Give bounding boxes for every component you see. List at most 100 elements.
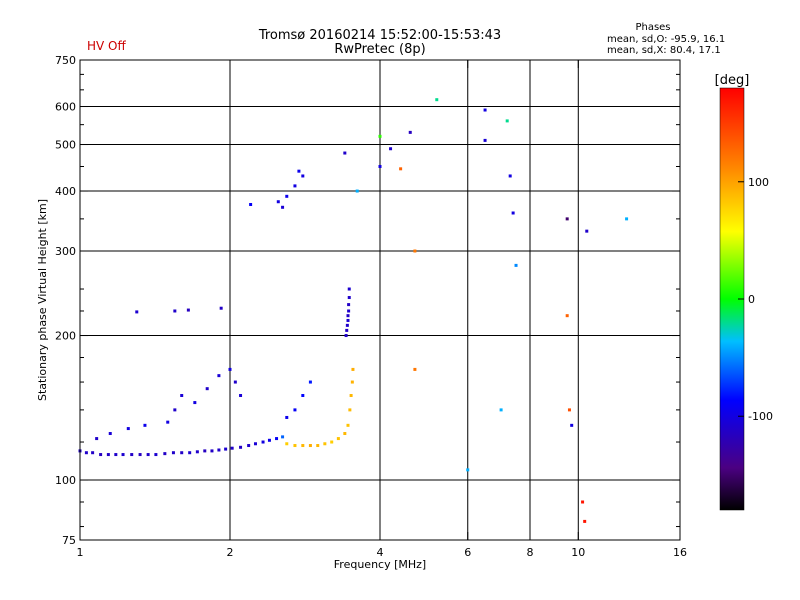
data-point bbox=[276, 200, 280, 204]
data-point bbox=[166, 420, 170, 424]
data-point bbox=[186, 308, 190, 312]
x-tick-label: 4 bbox=[377, 546, 384, 559]
data-point bbox=[301, 174, 305, 178]
data-point bbox=[230, 446, 234, 450]
data-point bbox=[349, 394, 353, 398]
data-point bbox=[347, 296, 351, 300]
data-point bbox=[585, 229, 589, 233]
data-point bbox=[203, 449, 207, 453]
data-point bbox=[330, 440, 334, 444]
colorbar-tick-label: -100 bbox=[748, 410, 773, 423]
data-point bbox=[378, 134, 382, 138]
colorbar-tick-label: 100 bbox=[748, 176, 769, 189]
data-point bbox=[583, 519, 587, 523]
data-point bbox=[154, 453, 158, 457]
data-point bbox=[505, 119, 509, 123]
data-point bbox=[261, 440, 265, 444]
data-point bbox=[308, 380, 312, 384]
data-point bbox=[499, 408, 503, 412]
colorbar-label: [deg] bbox=[715, 73, 750, 88]
data-point bbox=[348, 408, 352, 412]
data-point bbox=[483, 108, 487, 112]
phases-heading: Phases bbox=[635, 22, 670, 33]
data-point bbox=[413, 367, 417, 371]
data-point bbox=[228, 367, 232, 371]
data-point bbox=[565, 314, 569, 318]
colorbar-tick-label: 0 bbox=[748, 293, 755, 306]
data-point bbox=[344, 334, 348, 338]
data-point bbox=[625, 217, 629, 221]
data-point bbox=[336, 437, 340, 441]
data-point bbox=[253, 442, 257, 446]
data-point bbox=[345, 328, 349, 332]
y-tick-label: 300 bbox=[55, 245, 76, 258]
data-point bbox=[217, 448, 221, 452]
data-point bbox=[346, 314, 350, 318]
hv-status: HV Off bbox=[87, 39, 126, 53]
x-tick-label: 16 bbox=[673, 546, 687, 559]
y-tick-label: 400 bbox=[55, 185, 76, 198]
colorbar-ticks: 100 0 -100 bbox=[738, 176, 773, 423]
data-point bbox=[217, 374, 221, 378]
data-point bbox=[581, 500, 585, 504]
data-point bbox=[347, 287, 351, 291]
chart-title-line2: RwPretec (8p) bbox=[334, 42, 425, 57]
data-point bbox=[130, 453, 134, 457]
data-point bbox=[285, 442, 289, 446]
data-point bbox=[466, 468, 470, 472]
data-point bbox=[95, 437, 99, 441]
data-point bbox=[355, 189, 359, 193]
data-point bbox=[567, 408, 571, 412]
data-point bbox=[106, 453, 110, 457]
data-point bbox=[188, 451, 192, 455]
plot-frame bbox=[79, 59, 681, 541]
data-point bbox=[224, 447, 228, 451]
data-point bbox=[408, 130, 412, 134]
data-point bbox=[343, 151, 347, 155]
data-point bbox=[293, 444, 297, 448]
data-point bbox=[301, 394, 305, 398]
y-tick-label: 100 bbox=[55, 474, 76, 487]
data-point bbox=[91, 451, 95, 455]
data-point bbox=[210, 449, 214, 453]
x-tick-label: 8 bbox=[527, 546, 534, 559]
data-point bbox=[233, 380, 237, 384]
data-point bbox=[511, 211, 515, 215]
y-tick-label: 500 bbox=[55, 139, 76, 152]
data-point bbox=[195, 450, 199, 454]
data-point bbox=[171, 451, 175, 455]
data-point bbox=[285, 194, 289, 198]
data-point bbox=[99, 453, 103, 457]
data-point bbox=[146, 453, 150, 457]
data-point bbox=[173, 408, 177, 412]
data-point bbox=[249, 202, 253, 206]
data-point bbox=[281, 205, 285, 209]
data-point bbox=[281, 435, 285, 439]
data-point bbox=[316, 444, 320, 448]
data-point bbox=[163, 452, 167, 456]
data-point bbox=[347, 303, 351, 307]
data-point bbox=[351, 367, 355, 371]
data-point bbox=[350, 380, 354, 384]
data-point bbox=[570, 423, 574, 427]
data-point bbox=[343, 432, 347, 436]
data-point bbox=[205, 387, 209, 391]
axis-ticks: 1 2 4 6 8 10 16 75 100 200 300 400 500 600 750 bbox=[55, 54, 687, 559]
x-axis-label: Frequency [MHz] bbox=[334, 558, 426, 571]
y-axis-label: Stationary phase Virtual Height [km] bbox=[36, 199, 49, 401]
data-point bbox=[180, 394, 184, 398]
data-point bbox=[108, 432, 112, 436]
data-point bbox=[126, 427, 130, 431]
data-point bbox=[239, 394, 243, 398]
x-tick-label: 10 bbox=[571, 546, 585, 559]
data-point bbox=[323, 442, 327, 446]
data-point bbox=[173, 309, 177, 313]
data-point bbox=[293, 408, 297, 412]
y-tick-label: 75 bbox=[62, 534, 76, 547]
data-point bbox=[346, 423, 350, 427]
data-point bbox=[508, 174, 512, 178]
data-point bbox=[135, 310, 139, 314]
data-point bbox=[565, 217, 569, 221]
data-point bbox=[114, 453, 118, 457]
